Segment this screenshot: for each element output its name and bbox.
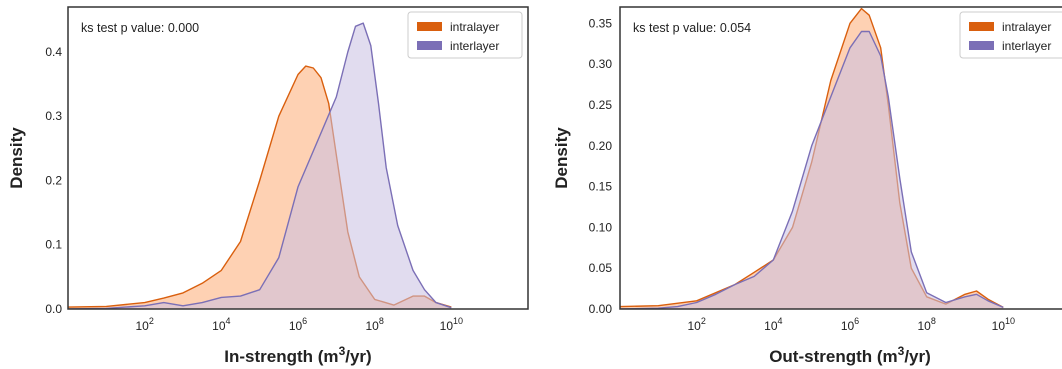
y-tick-label: 0.30 bbox=[589, 57, 613, 71]
ks-test-annotation: ks test p value: 0.000 bbox=[81, 21, 199, 35]
density-line-interlayer bbox=[620, 30, 1004, 309]
legend-label-interlayer: interlayer bbox=[1002, 39, 1051, 53]
x-tick-label: 108 bbox=[365, 316, 383, 333]
x-tick-label: 1010 bbox=[992, 316, 1015, 333]
x-tick-label: 108 bbox=[917, 316, 935, 333]
x-tick-label: 104 bbox=[764, 316, 782, 333]
legend-swatch-intralayer bbox=[969, 22, 994, 31]
x-tick-label: 106 bbox=[289, 316, 307, 333]
y-tick-label: 0.10 bbox=[589, 220, 613, 234]
y-tick-label: 0.3 bbox=[45, 109, 62, 123]
y-tick-label: 0.15 bbox=[589, 180, 613, 194]
y-tick-label: 0.1 bbox=[45, 238, 62, 252]
x-tick-label: 104 bbox=[212, 316, 230, 333]
y-axis-label: Density bbox=[7, 127, 26, 189]
legend: intralayer interlayer bbox=[407, 11, 523, 59]
plot-frame bbox=[67, 6, 529, 310]
y-axis-label: Density bbox=[552, 127, 571, 189]
legend-swatch-interlayer bbox=[969, 41, 994, 50]
y-tick-label: 0.00 bbox=[589, 302, 613, 316]
legend-swatch-interlayer bbox=[417, 41, 442, 50]
density-area-interlayer bbox=[620, 31, 1004, 309]
legend: intralayer interlayer bbox=[959, 11, 1062, 59]
density-area-interlayer bbox=[68, 23, 452, 309]
y-tick-label: 0.20 bbox=[589, 139, 613, 153]
chart-panel-2: 0.00 0.05 0.10 0.15 0.20 0.25 0.30 0.35 102 104 10… bbox=[552, 6, 1062, 366]
y-tick-label: 0.0 bbox=[45, 302, 62, 316]
y-tick-label: 0.2 bbox=[45, 173, 62, 187]
density-line-interlayer bbox=[68, 22, 452, 309]
x-tick-label: 102 bbox=[135, 316, 153, 333]
density-area-intralayer bbox=[68, 66, 452, 309]
legend-label-intralayer: intralayer bbox=[450, 20, 499, 34]
legend-label-intralayer: intralayer bbox=[1002, 20, 1051, 34]
ks-test-annotation: ks test p value: 0.054 bbox=[633, 21, 751, 35]
legend-label-interlayer: interlayer bbox=[450, 39, 499, 53]
x-axis-label: In-strength (m3/yr) bbox=[224, 344, 371, 366]
series-interlayer bbox=[68, 22, 452, 309]
y-tick-label: 0.35 bbox=[589, 16, 613, 30]
x-tick-label: 1010 bbox=[440, 316, 463, 333]
x-axis-label: Out-strength (m3/yr) bbox=[769, 344, 931, 366]
y-tick-label: 0.4 bbox=[45, 45, 62, 59]
x-tick-label: 106 bbox=[841, 316, 859, 333]
y-tick-label: 0.05 bbox=[589, 261, 613, 275]
plot-frame bbox=[619, 6, 1062, 310]
legend-swatch-intralayer bbox=[417, 22, 442, 31]
chart-panel-1: 0.0 0.1 0.2 0.3 0.4 102 104 106 108 1010 In-streng… bbox=[7, 6, 529, 366]
y-tick-label: 0.25 bbox=[589, 98, 613, 112]
series-interlayer bbox=[620, 30, 1004, 309]
x-tick-label: 102 bbox=[687, 316, 705, 333]
